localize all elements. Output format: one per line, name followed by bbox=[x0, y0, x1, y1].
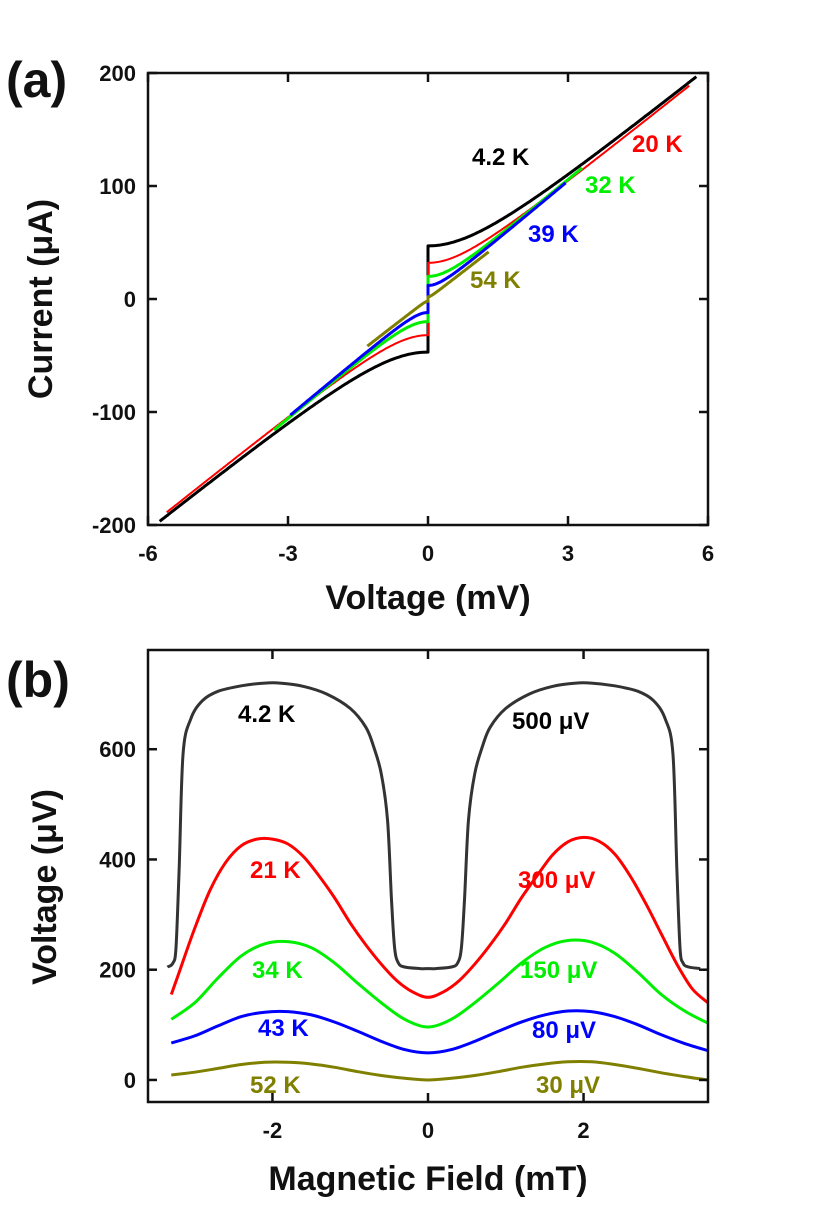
label-54K: 54 K bbox=[470, 267, 521, 294]
label-39K: 39 K bbox=[528, 221, 579, 248]
label-b-500uV: 500 μV bbox=[512, 708, 589, 735]
panel-b-xtick-label: -2 bbox=[263, 1118, 283, 1143]
label-b-30uV: 30 μV bbox=[536, 1072, 600, 1099]
panel-a-xtick-label: 3 bbox=[562, 541, 574, 566]
panel-a-ticks: -6 -3 0 3 6 -200 -100 0 100 200 bbox=[92, 61, 714, 566]
panel-a-xtick-label: 0 bbox=[422, 541, 434, 566]
label-b-80uV: 80 μV bbox=[532, 1017, 596, 1044]
panel-a-label: (a) bbox=[6, 52, 67, 108]
panel-a-xtick-label: 6 bbox=[702, 541, 714, 566]
panel-a-ytick-label: 200 bbox=[99, 61, 136, 86]
label-b-21K: 21 K bbox=[250, 857, 301, 884]
vb-curve-21K bbox=[169, 835, 709, 1004]
panel-b-series bbox=[166, 681, 709, 1082]
panel-b-ytick-label: 400 bbox=[99, 847, 136, 872]
panel-a-ytick-label: 100 bbox=[99, 174, 136, 199]
panel-a-ylabel: Current (μA) bbox=[22, 199, 60, 399]
panel-b-xtick-label: 2 bbox=[577, 1118, 589, 1143]
label-b-34K: 34 K bbox=[252, 957, 303, 984]
label-b-300uV: 300 μV bbox=[518, 867, 595, 894]
vb-curve-34K bbox=[170, 938, 709, 1029]
panel-b-ylabel: Voltage (μV) bbox=[26, 789, 64, 985]
label-b-43K: 43 K bbox=[258, 1015, 309, 1042]
label-b-52K: 52 K bbox=[250, 1072, 301, 1099]
label-4-2K: 4.2 K bbox=[472, 144, 530, 171]
panel-b-xlabel: Magnetic Field (mT) bbox=[268, 1160, 587, 1198]
panel-a-xlabel: Voltage (mV) bbox=[325, 579, 530, 617]
vb-curve-42K bbox=[166, 681, 701, 971]
panel-b-frame bbox=[146, 648, 710, 1104]
panel-a-ytick-label: -200 bbox=[92, 513, 136, 538]
label-b-4-2K: 4.2 K bbox=[238, 701, 296, 728]
panel-b-ytick-label: 0 bbox=[124, 1068, 136, 1093]
panel-a: (a) -6 -3 0 3 6 -200 -100 0 100 200 4.2 K 20 K 32… bbox=[6, 52, 714, 617]
vb-curve-43K bbox=[170, 1009, 709, 1055]
panel-b-ticks: -2 0 2 0 200 400 600 bbox=[99, 650, 708, 1143]
iv-curve-54K bbox=[366, 250, 490, 348]
panel-a-xtick-label: -3 bbox=[278, 541, 298, 566]
panel-a-series bbox=[158, 75, 698, 523]
panel-b-label: (b) bbox=[6, 652, 70, 708]
panel-a-xtick-label: -6 bbox=[138, 541, 158, 566]
label-32K: 32 K bbox=[585, 172, 636, 199]
label-20K: 20 K bbox=[632, 131, 683, 158]
panel-a-ytick-label: -100 bbox=[92, 400, 136, 425]
panel-b-xtick-label: 0 bbox=[422, 1118, 434, 1143]
label-b-150uV: 150 μV bbox=[520, 957, 597, 984]
panel-b-ytick-label: 600 bbox=[99, 737, 136, 762]
vb-curve-52K bbox=[171, 1059, 709, 1082]
panel-b-ytick-label: 200 bbox=[99, 958, 136, 983]
panel-a-ytick-label: 0 bbox=[124, 287, 136, 312]
